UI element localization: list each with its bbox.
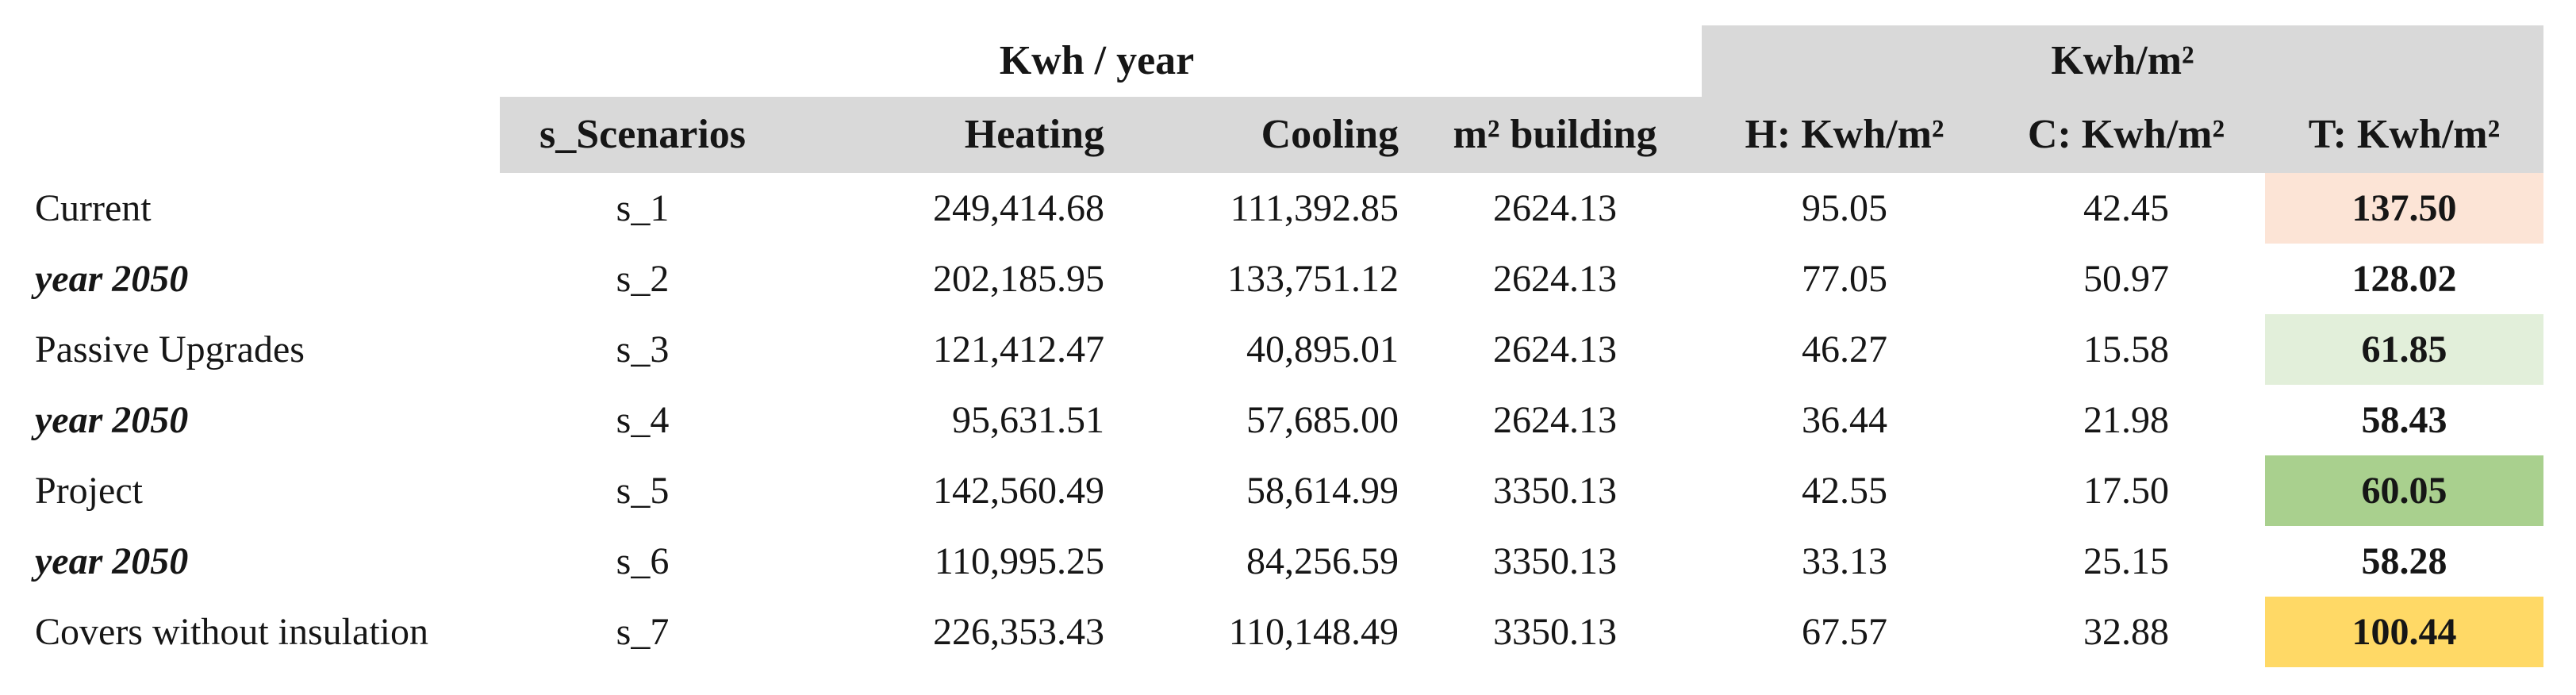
cell-scenario-id: s_6 (616, 539, 670, 582)
energy-scenarios-table: Kwh / year Kwh/m² s_Scenarios Heating Co… (0, 25, 2543, 667)
column-header-t-kwh-m2: T: Kwh/m² (2265, 97, 2543, 173)
group-header-kwh-per-year: Kwh / year (999, 38, 1195, 83)
cell-h-kwh-m2: 36.44 (1802, 398, 1887, 441)
column-header-row: s_Scenarios Heating Cooling m² building … (0, 97, 2543, 173)
cell-scenario-label: year 2050 (35, 398, 189, 441)
cell-scenario-label: year 2050 (35, 539, 189, 582)
table-row: year 2050 s_6 110,995.25 84,256.59 3350.13 33… (0, 526, 2543, 597)
cell-heating-kwh: 202,185.95 (933, 257, 1104, 300)
cell-t-kwh-m2: 60.05 (2265, 455, 2543, 526)
cell-cooling-kwh: 58,614.99 (1246, 469, 1399, 512)
cell-cooling-kwh: 40,895.01 (1246, 328, 1399, 371)
cell-t-kwh-m2: 100.44 (2265, 597, 2543, 667)
cell-cooling-kwh: 111,392.85 (1230, 186, 1399, 229)
cell-t-kwh-m2: 58.43 (2361, 398, 2447, 441)
cell-t-kwh-m2: 137.50 (2265, 173, 2543, 244)
cell-c-kwh-m2: 17.50 (2083, 469, 2169, 512)
cell-scenario-id: s_7 (616, 610, 670, 653)
table-row: Covers without insulation s_7 226,353.43 11… (0, 597, 2543, 667)
cell-heating-kwh: 110,995.25 (934, 539, 1104, 582)
cell-m2-building: 2624.13 (1493, 328, 1617, 371)
cell-h-kwh-m2: 42.55 (1802, 469, 1887, 512)
cell-c-kwh-m2: 32.88 (2083, 610, 2169, 653)
cell-scenario-label: year 2050 (35, 257, 189, 300)
table-row: Passive Upgrades s_3 121,412.47 40,895.01 26… (0, 314, 2543, 385)
column-header-heating: Heating (785, 97, 1111, 173)
cell-h-kwh-m2: 95.05 (1802, 186, 1887, 229)
column-header-h-kwh-m2: H: Kwh/m² (1702, 97, 1987, 173)
cell-scenario-id: s_3 (616, 328, 670, 371)
cell-heating-kwh: 249,414.68 (933, 186, 1104, 229)
cell-scenario-id: s_2 (616, 257, 670, 300)
cell-heating-kwh: 121,412.47 (933, 328, 1104, 371)
cell-t-kwh-m2: 58.28 (2361, 539, 2447, 582)
cell-c-kwh-m2: 50.97 (2083, 257, 2169, 300)
table-row: Current s_1 249,414.68 111,392.85 2624.13 95.… (0, 173, 2543, 244)
cell-cooling-kwh: 84,256.59 (1246, 539, 1399, 582)
cell-m2-building: 3350.13 (1493, 469, 1617, 512)
table-row: year 2050 s_4 95,631.51 57,685.00 2624.13 36.… (0, 385, 2543, 455)
spacer-cell (1408, 25, 1702, 97)
cell-c-kwh-m2: 21.98 (2083, 398, 2169, 441)
cell-h-kwh-m2: 77.05 (1802, 257, 1887, 300)
cell-scenario-id: s_1 (616, 186, 670, 229)
cell-m2-building: 2624.13 (1493, 186, 1617, 229)
cell-h-kwh-m2: 33.13 (1802, 539, 1887, 582)
group-header-kwh-per-m2: Kwh/m² (1702, 25, 2543, 97)
scenarios-energy-table-page: Kwh / year Kwh/m² s_Scenarios Heating Co… (0, 25, 2543, 667)
cell-heating-kwh: 142,560.49 (933, 469, 1104, 512)
cell-scenario-label: Current (35, 186, 152, 229)
column-header-s-scenarios: s_Scenarios (500, 97, 785, 173)
cell-c-kwh-m2: 15.58 (2083, 328, 2169, 371)
cell-c-kwh-m2: 42.45 (2083, 186, 2169, 229)
cell-scenario-id: s_4 (616, 398, 670, 441)
cell-c-kwh-m2: 25.15 (2083, 539, 2169, 582)
table-row: year 2050 s_2 202,185.95 133,751.12 2624.13 7… (0, 244, 2543, 314)
column-header-m2-building: m² building (1408, 97, 1702, 173)
cell-t-kwh-m2: 128.02 (2351, 257, 2457, 300)
group-header-row: Kwh / year Kwh/m² (0, 25, 2543, 97)
cell-h-kwh-m2: 67.57 (1802, 610, 1887, 653)
column-header-cooling: Cooling (1111, 97, 1408, 173)
cell-h-kwh-m2: 46.27 (1802, 328, 1887, 371)
table-row: Project s_5 142,560.49 58,614.99 3350.13 42.5… (0, 455, 2543, 526)
cell-m2-building: 3350.13 (1493, 539, 1617, 582)
cell-scenario-label: Project (35, 469, 143, 512)
cell-t-kwh-m2: 61.85 (2265, 314, 2543, 385)
cell-scenario-label: Passive Upgrades (35, 328, 305, 371)
cell-cooling-kwh: 57,685.00 (1246, 398, 1399, 441)
spacer-cell (0, 25, 500, 97)
spacer-cell (500, 25, 785, 97)
cell-scenario-label: Covers without insulation (35, 610, 428, 653)
cell-m2-building: 2624.13 (1493, 398, 1617, 441)
cell-scenario-id: s_5 (616, 469, 670, 512)
cell-heating-kwh: 95,631.51 (952, 398, 1104, 441)
cell-cooling-kwh: 110,148.49 (1228, 610, 1399, 653)
cell-m2-building: 3350.13 (1493, 610, 1617, 653)
spacer-cell (0, 97, 500, 173)
cell-cooling-kwh: 133,751.12 (1227, 257, 1399, 300)
cell-m2-building: 2624.13 (1493, 257, 1617, 300)
cell-heating-kwh: 226,353.43 (933, 610, 1104, 653)
column-header-c-kwh-m2: C: Kwh/m² (1987, 97, 2265, 173)
